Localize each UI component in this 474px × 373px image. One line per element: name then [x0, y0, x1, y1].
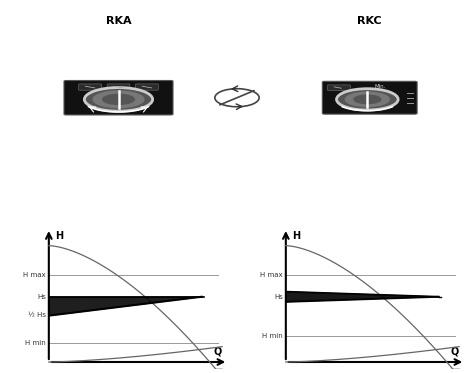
FancyBboxPatch shape	[328, 85, 350, 91]
Text: H: H	[55, 231, 63, 241]
Text: H max: H max	[260, 272, 283, 278]
Circle shape	[353, 94, 382, 104]
Text: Hs: Hs	[274, 294, 283, 300]
Circle shape	[102, 94, 135, 105]
Text: Fig. 3a:: Fig. 3a:	[9, 174, 54, 184]
FancyBboxPatch shape	[136, 84, 158, 90]
FancyBboxPatch shape	[64, 81, 173, 115]
Text: RKA: RKA	[106, 16, 131, 26]
Text: Q: Q	[214, 346, 222, 356]
Text: Fig. 3b:: Fig. 3b:	[246, 174, 291, 184]
Text: ½ Hs: ½ Hs	[28, 313, 46, 319]
FancyBboxPatch shape	[79, 84, 101, 90]
FancyBboxPatch shape	[107, 84, 130, 90]
Text: Min.: Min.	[374, 84, 386, 89]
Text: H: H	[292, 231, 300, 241]
Circle shape	[84, 88, 153, 111]
Text: Fig. 2:: Fig. 2:	[6, 21, 43, 31]
FancyBboxPatch shape	[322, 81, 417, 114]
Circle shape	[337, 89, 398, 110]
Text: RKC: RKC	[357, 16, 382, 26]
Text: H max: H max	[23, 272, 46, 278]
Text: Q: Q	[451, 346, 459, 356]
Circle shape	[92, 90, 145, 109]
Text: Hs: Hs	[37, 294, 46, 300]
Text: H min: H min	[25, 340, 46, 346]
Text: H min: H min	[262, 333, 283, 339]
Circle shape	[345, 91, 390, 107]
